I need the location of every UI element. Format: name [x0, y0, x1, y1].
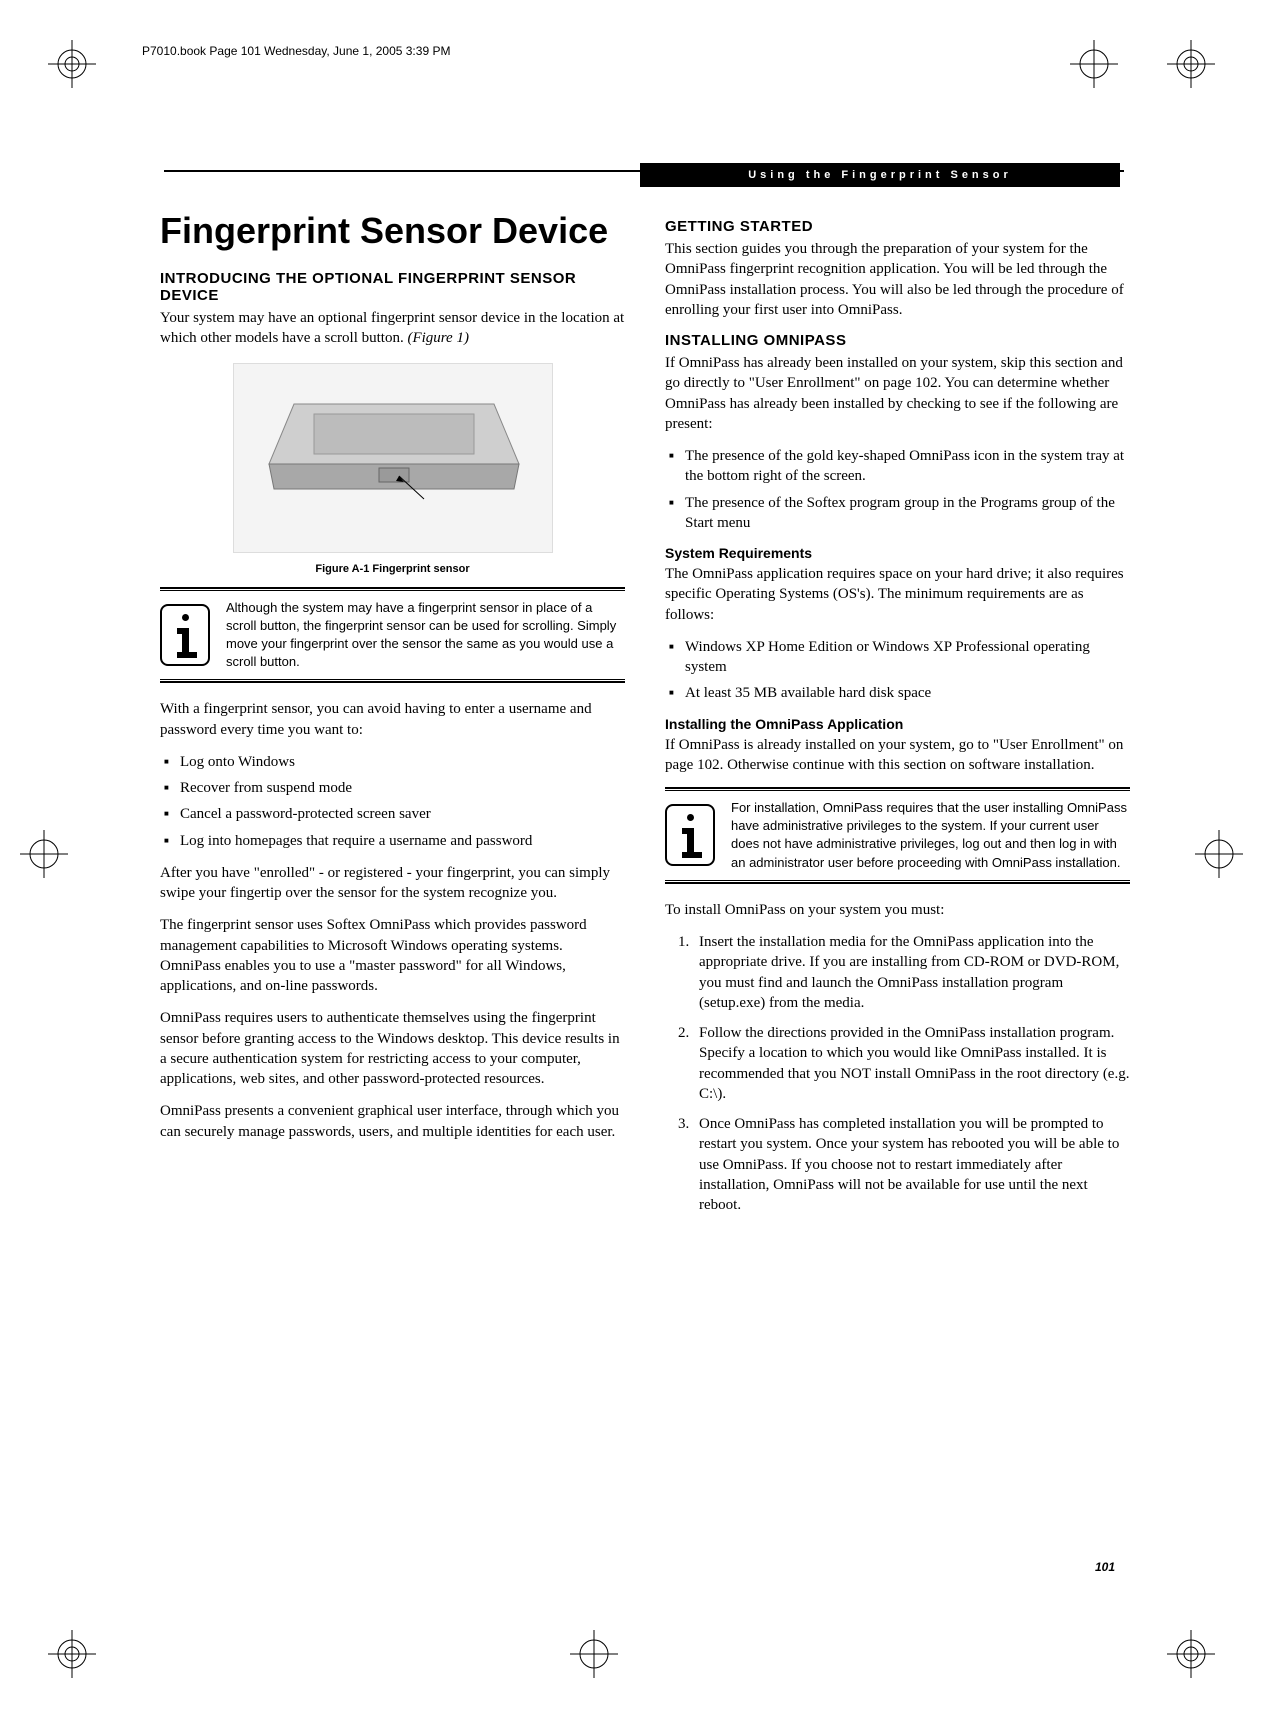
list-item: Once OmniPass has completed installation… [693, 1114, 1130, 1215]
figure-caption: Figure A-1 Fingerprint sensor [160, 563, 625, 575]
list-item: Windows XP Home Edition or Windows XP Pr… [665, 637, 1130, 678]
text: Your system may have an optional fingerp… [160, 310, 624, 346]
note-scroll: Although the system may have a fingerpri… [160, 587, 625, 684]
para-getting-started: This section guides you through the prep… [665, 239, 1130, 320]
right-column: GETTING STARTED This section guides you … [665, 210, 1130, 1227]
figure-fingerprint-sensor [233, 363, 553, 553]
note-admin: For installation, OmniPass requires that… [665, 787, 1130, 884]
heading-intro: INTRODUCING THE OPTIONAL FINGERPRINT SEN… [160, 270, 625, 304]
page-title: Fingerprint Sensor Device [160, 210, 625, 252]
reg-mark-icon [1070, 40, 1118, 88]
note-text: Although the system may have a fingerpri… [226, 599, 625, 672]
reg-mark-icon [20, 830, 68, 878]
para-after: After you have "enrolled" - or registere… [160, 863, 625, 904]
list-item: Log onto Windows [160, 752, 625, 772]
list-item: The presence of the gold key-shaped Omni… [665, 446, 1130, 487]
info-icon [665, 804, 715, 866]
reg-mark-icon [1167, 40, 1215, 88]
para-sysreq: The OmniPass application requires space … [665, 564, 1130, 625]
para-intro: Your system may have an optional fingerp… [160, 308, 625, 349]
para-installing: If OmniPass has already been installed o… [665, 353, 1130, 434]
reg-mark-icon [1195, 830, 1243, 878]
left-column: Fingerprint Sensor Device INTRODUCING TH… [160, 210, 625, 1227]
reg-mark-icon [48, 1630, 96, 1678]
install-steps: Insert the installation media for the Om… [665, 932, 1130, 1215]
laptop-illustration-icon [264, 394, 524, 524]
figure-ref: (Figure 1) [407, 330, 469, 346]
page-number: 101 [1095, 1560, 1115, 1574]
list-item: Log into homepages that require a userna… [160, 831, 625, 851]
bullet-list-sysreq: Windows XP Home Edition or Windows XP Pr… [665, 637, 1130, 704]
para-with: With a fingerprint sensor, you can avoid… [160, 699, 625, 740]
reg-mark-icon [570, 1630, 618, 1678]
reg-mark-icon [1167, 1630, 1215, 1678]
para-omni-req: OmniPass requires users to authenticate … [160, 1008, 625, 1089]
bullet-list-usecases: Log onto Windows Recover from suspend mo… [160, 752, 625, 851]
heading-getting-started: GETTING STARTED [665, 218, 1130, 235]
para-softex: The fingerprint sensor uses Softex OmniP… [160, 915, 625, 996]
list-item: Cancel a password-protected screen saver [160, 804, 625, 824]
list-item: At least 35 MB available hard disk space [665, 683, 1130, 703]
list-item: The presence of the Softex program group… [665, 493, 1130, 534]
bullet-list-presence: The presence of the gold key-shaped Omni… [665, 446, 1130, 533]
list-item: Insert the installation media for the Om… [693, 932, 1130, 1013]
para-omni-gui: OmniPass presents a convenient graphical… [160, 1101, 625, 1142]
para-instapp: If OmniPass is already installed on your… [665, 735, 1130, 776]
heading-sysreq: System Requirements [665, 545, 1130, 561]
section-bar: Using the Fingerprint Sensor [640, 163, 1120, 187]
heading-instapp: Installing the OmniPass Application [665, 716, 1130, 732]
reg-mark-icon [48, 40, 96, 88]
info-icon [160, 604, 210, 666]
book-header: P7010.book Page 101 Wednesday, June 1, 2… [142, 44, 450, 58]
note-text: For installation, OmniPass requires that… [731, 799, 1130, 872]
list-item: Follow the directions provided in the Om… [693, 1023, 1130, 1104]
page-content: Fingerprint Sensor Device INTRODUCING TH… [160, 210, 1130, 1227]
list-item: Recover from suspend mode [160, 778, 625, 798]
heading-installing: INSTALLING OMNIPASS [665, 332, 1130, 349]
para-toinstall: To install OmniPass on your system you m… [665, 900, 1130, 920]
